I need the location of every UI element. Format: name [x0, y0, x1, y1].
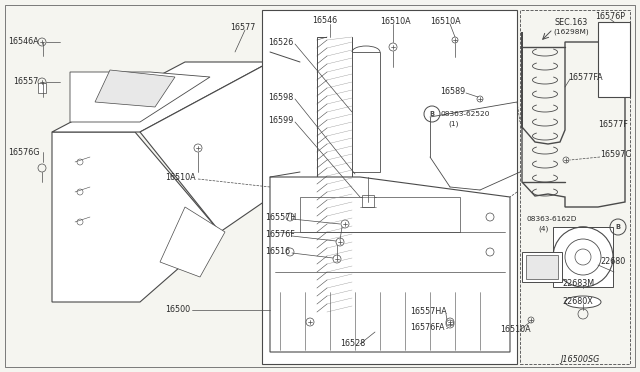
- Text: B: B: [429, 111, 435, 117]
- Text: 16516: 16516: [265, 247, 290, 256]
- Polygon shape: [160, 207, 225, 277]
- Text: (4): (4): [538, 226, 548, 232]
- Text: 16576G: 16576G: [8, 148, 40, 157]
- Bar: [262, 10, 517, 364]
- Text: 16526: 16526: [268, 38, 293, 46]
- Bar: [520, 10, 630, 364]
- Text: 16577F: 16577F: [598, 119, 628, 128]
- Text: 16528: 16528: [340, 340, 365, 349]
- Polygon shape: [140, 62, 300, 232]
- Text: 22680: 22680: [600, 257, 625, 266]
- Text: 16576P: 16576P: [595, 12, 625, 20]
- Polygon shape: [270, 177, 510, 352]
- Text: (1): (1): [448, 121, 458, 127]
- Text: 16500: 16500: [165, 305, 190, 314]
- Text: SEC.163: SEC.163: [555, 17, 588, 26]
- Text: 08363-6162D: 08363-6162D: [527, 216, 577, 222]
- Text: 22683M: 22683M: [562, 279, 594, 289]
- Text: 08363-62520: 08363-62520: [441, 111, 490, 117]
- Text: 16510A: 16510A: [165, 173, 196, 182]
- Bar: [598, 22, 630, 97]
- Text: 16576F: 16576F: [265, 230, 295, 238]
- Bar: [317, 37, 352, 312]
- Text: 16577: 16577: [230, 22, 255, 32]
- Text: 16557HA: 16557HA: [410, 308, 447, 317]
- Text: 16557: 16557: [13, 77, 38, 86]
- Text: 16577FA: 16577FA: [568, 73, 603, 81]
- Text: 16576FA: 16576FA: [410, 324, 445, 333]
- Polygon shape: [300, 197, 460, 232]
- Text: 16599: 16599: [268, 115, 293, 125]
- Text: 16546: 16546: [312, 16, 337, 25]
- Bar: [362, 195, 374, 207]
- Bar: [526, 255, 558, 279]
- Bar: [553, 227, 613, 287]
- Text: 16589: 16589: [440, 87, 465, 96]
- Text: 16510A: 16510A: [430, 16, 461, 26]
- Bar: [327, 37, 352, 312]
- Text: J16500SG: J16500SG: [560, 356, 600, 365]
- Text: 16510A: 16510A: [380, 16, 411, 26]
- Text: 16597C: 16597C: [600, 150, 631, 158]
- Text: 16557H: 16557H: [265, 212, 296, 221]
- Text: (16298M): (16298M): [553, 29, 589, 35]
- Polygon shape: [52, 132, 220, 302]
- Text: 16510A: 16510A: [500, 326, 531, 334]
- Polygon shape: [52, 62, 270, 132]
- Text: B: B: [616, 224, 621, 230]
- Text: 16546A: 16546A: [8, 36, 38, 45]
- Bar: [522, 252, 562, 282]
- Polygon shape: [95, 70, 175, 107]
- Text: 16598: 16598: [268, 93, 293, 102]
- Bar: [38, 83, 46, 93]
- Polygon shape: [70, 72, 210, 122]
- Bar: [352, 52, 380, 172]
- Text: 22680X: 22680X: [562, 298, 593, 307]
- Ellipse shape: [565, 296, 601, 308]
